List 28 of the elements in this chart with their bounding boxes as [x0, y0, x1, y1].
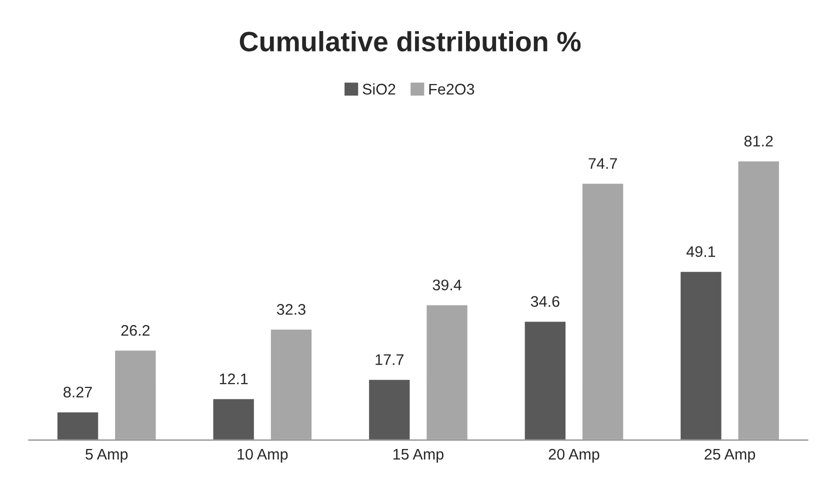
data-label: 74.7	[588, 158, 617, 169]
legend-label: Fe2O3	[429, 84, 474, 95]
x-tick-label: 5 Amp	[86, 448, 128, 463]
bar	[114, 349, 158, 440]
data-label: 39.4	[432, 280, 462, 290]
x-tick-label: 10 Amp	[238, 448, 288, 463]
data-label: 17.7	[376, 354, 404, 365]
bar	[56, 410, 100, 440]
data-label: 49.1	[686, 246, 716, 258]
bar	[736, 160, 780, 440]
data-label: 34.6	[530, 296, 560, 307]
bar	[368, 378, 412, 440]
x-tick-label: 15 Amp	[393, 448, 444, 463]
x-tick-label: 20 Amp	[548, 448, 600, 463]
bar	[212, 398, 256, 440]
data-label: 8.27	[64, 386, 92, 398]
bar	[425, 304, 469, 440]
bar	[523, 320, 567, 440]
data-label: 81.2	[744, 136, 773, 147]
legend-label: SiO2	[362, 83, 396, 95]
bar	[581, 182, 625, 440]
data-label: 32.3	[276, 304, 306, 315]
bar	[679, 270, 723, 440]
bar	[269, 328, 313, 440]
data-label: 26.2	[121, 324, 150, 336]
x-tick-label: 25 Amp	[704, 448, 756, 463]
chart-title: Cumulative distribution %	[240, 31, 581, 52]
data-label: 12.1	[220, 374, 248, 384]
